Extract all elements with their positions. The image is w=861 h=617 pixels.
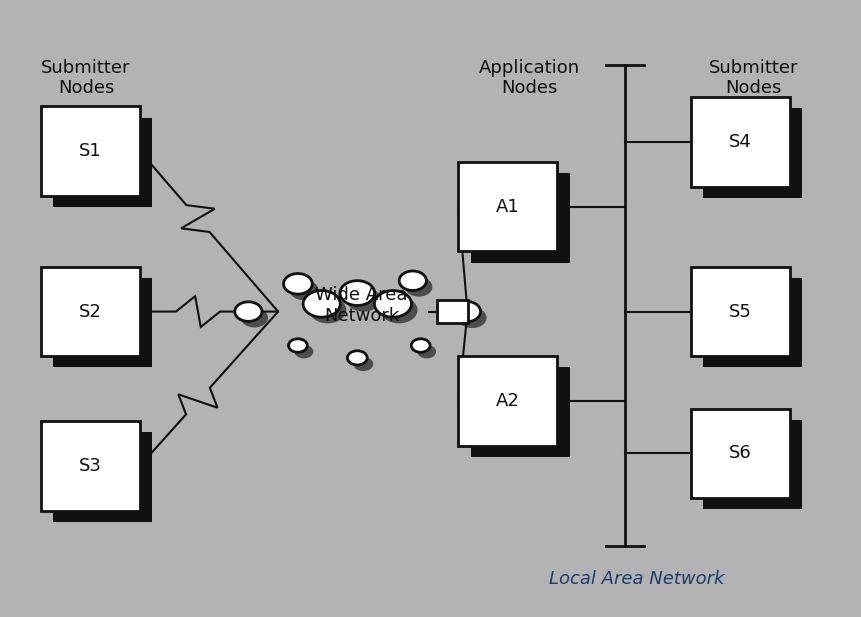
Circle shape: [353, 357, 374, 371]
Circle shape: [283, 273, 313, 294]
Text: Submitter
Nodes: Submitter Nodes: [709, 59, 798, 97]
Text: A1: A1: [496, 197, 520, 216]
FancyBboxPatch shape: [691, 267, 790, 357]
Text: S6: S6: [729, 444, 752, 463]
FancyBboxPatch shape: [470, 368, 570, 457]
Circle shape: [418, 345, 437, 358]
FancyBboxPatch shape: [437, 300, 468, 323]
Circle shape: [348, 350, 367, 365]
Circle shape: [235, 302, 262, 321]
Circle shape: [303, 291, 340, 317]
FancyBboxPatch shape: [691, 97, 790, 186]
Text: S5: S5: [729, 302, 752, 321]
Circle shape: [412, 339, 430, 352]
FancyBboxPatch shape: [40, 107, 139, 196]
Text: Application
Nodes: Application Nodes: [479, 59, 580, 97]
Text: S3: S3: [79, 457, 102, 475]
Circle shape: [294, 345, 313, 358]
FancyBboxPatch shape: [703, 109, 802, 197]
FancyBboxPatch shape: [53, 278, 152, 368]
FancyBboxPatch shape: [53, 432, 152, 522]
Text: S2: S2: [79, 302, 102, 321]
Circle shape: [346, 287, 381, 312]
FancyBboxPatch shape: [470, 173, 570, 263]
Circle shape: [289, 280, 319, 300]
Circle shape: [288, 339, 307, 352]
FancyBboxPatch shape: [53, 117, 152, 207]
Circle shape: [458, 307, 486, 328]
Circle shape: [400, 271, 426, 291]
FancyBboxPatch shape: [40, 421, 139, 511]
Circle shape: [375, 291, 412, 317]
Text: S4: S4: [729, 133, 752, 151]
Circle shape: [406, 277, 432, 297]
FancyBboxPatch shape: [40, 267, 139, 357]
Circle shape: [241, 308, 268, 328]
Text: Local Area Network: Local Area Network: [549, 569, 725, 588]
FancyBboxPatch shape: [458, 162, 558, 252]
Circle shape: [452, 301, 480, 322]
Circle shape: [381, 297, 418, 323]
Circle shape: [309, 297, 346, 323]
FancyBboxPatch shape: [458, 357, 558, 445]
Text: Submitter
Nodes: Submitter Nodes: [41, 59, 131, 97]
FancyBboxPatch shape: [703, 420, 802, 510]
Text: Wide Area
Network: Wide Area Network: [315, 286, 408, 325]
FancyBboxPatch shape: [691, 408, 790, 499]
Text: A2: A2: [496, 392, 520, 410]
Text: S1: S1: [79, 142, 102, 160]
FancyBboxPatch shape: [703, 278, 802, 368]
Circle shape: [340, 281, 375, 305]
